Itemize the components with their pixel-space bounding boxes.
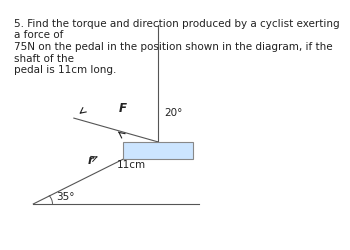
Text: 35°: 35° [56,192,74,202]
Text: 5. Find the torque and direction produced by a cyclist exerting a force of
75N o: 5. Find the torque and direction produce… [14,19,340,75]
Text: r: r [88,153,94,166]
Text: F: F [119,101,127,114]
Text: 20°: 20° [164,108,183,118]
FancyBboxPatch shape [123,142,193,160]
Text: 11cm: 11cm [116,160,146,170]
